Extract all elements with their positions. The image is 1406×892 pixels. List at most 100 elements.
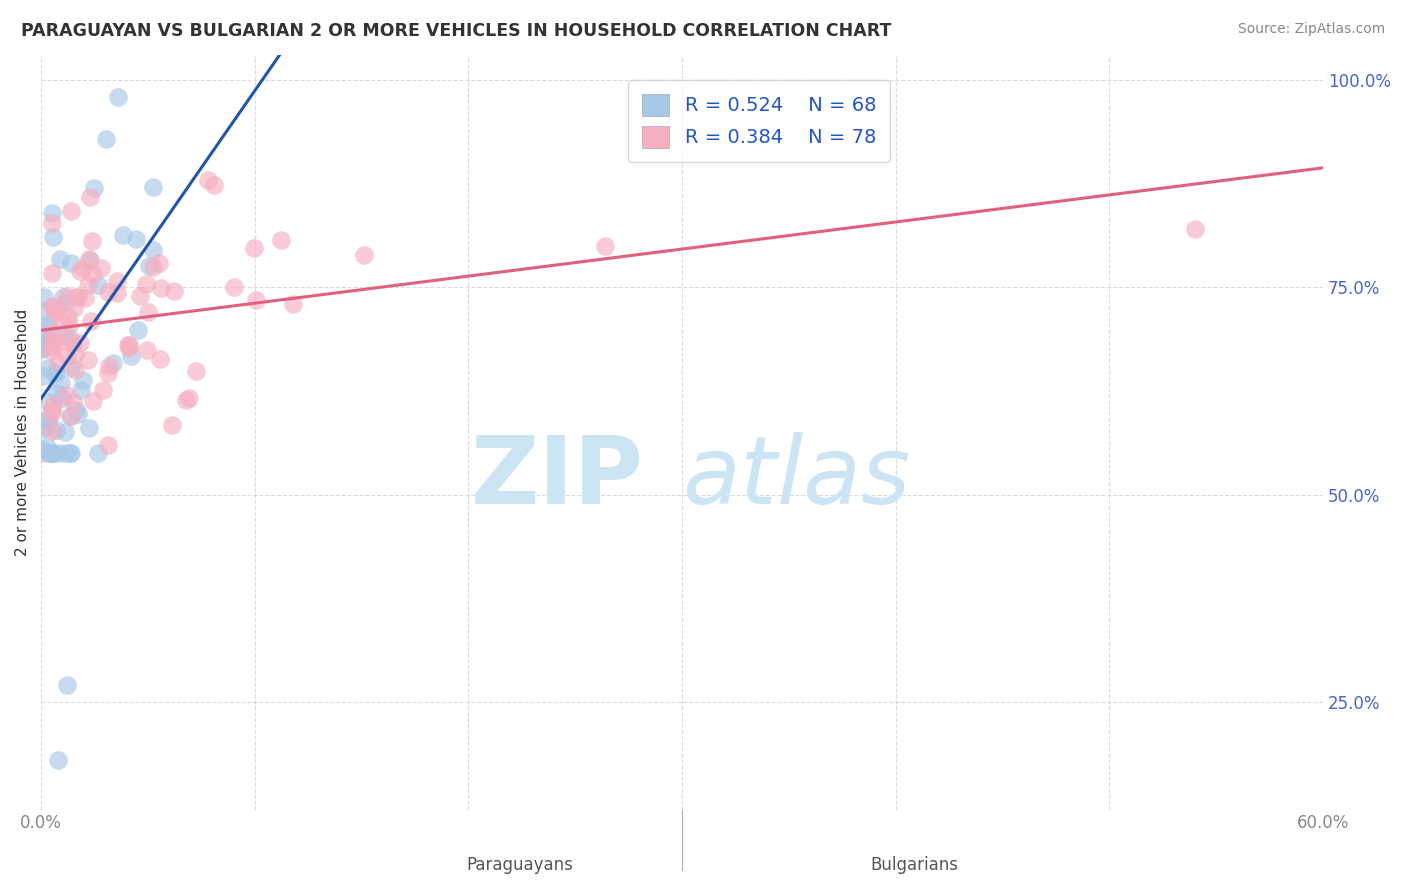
Point — [39, 338, 62, 352]
Point — [80, 234, 103, 248]
Point — [72, 261, 94, 276]
Point — [97, 359, 120, 373]
Point — [97, 366, 120, 380]
Point — [202, 178, 225, 192]
Point — [59, 331, 82, 345]
Point — [67, 408, 90, 422]
Point — [59, 256, 82, 270]
Point — [60, 446, 83, 460]
Point — [120, 349, 142, 363]
Point — [41, 339, 63, 353]
Text: atlas: atlas — [682, 432, 910, 523]
Point — [59, 409, 82, 423]
Point — [31, 342, 53, 356]
Point — [160, 417, 183, 432]
Point — [65, 290, 87, 304]
Point — [79, 253, 101, 268]
Point — [41, 424, 63, 438]
Point — [90, 260, 112, 275]
Point — [77, 421, 100, 435]
Point — [31, 442, 53, 456]
Point — [58, 310, 80, 324]
Point — [353, 248, 375, 262]
Point — [58, 318, 80, 333]
Point — [82, 267, 104, 281]
Point — [222, 279, 245, 293]
Point — [82, 393, 104, 408]
Point — [79, 190, 101, 204]
Point — [41, 300, 63, 314]
Point — [38, 446, 60, 460]
Point — [59, 409, 82, 423]
Point — [65, 402, 87, 417]
Point — [60, 360, 83, 375]
Point — [63, 347, 86, 361]
Y-axis label: 2 or more Vehicles in Household: 2 or more Vehicles in Household — [15, 309, 30, 556]
Point — [125, 232, 148, 246]
Point — [53, 425, 76, 439]
Point — [59, 446, 82, 460]
Point — [37, 335, 59, 350]
Point — [46, 355, 69, 369]
Point — [45, 302, 67, 317]
Point — [31, 446, 53, 460]
Point — [142, 179, 165, 194]
Point — [142, 244, 165, 258]
Point — [55, 387, 77, 401]
Point — [60, 204, 83, 219]
Point — [69, 264, 91, 278]
Point — [39, 446, 62, 460]
Point — [107, 89, 129, 103]
Point — [42, 300, 65, 314]
Point — [53, 326, 76, 341]
Point — [69, 336, 91, 351]
Point — [55, 446, 77, 460]
Point — [174, 392, 197, 407]
Point — [63, 363, 86, 377]
Point — [118, 341, 141, 355]
Point — [41, 446, 63, 460]
Point — [97, 438, 120, 452]
Point — [79, 252, 101, 266]
Point — [42, 446, 65, 460]
Point — [105, 274, 128, 288]
Point — [37, 321, 59, 335]
Point — [32, 368, 55, 383]
Point — [41, 206, 63, 220]
Point — [49, 376, 72, 390]
Point — [35, 332, 58, 346]
Point — [94, 131, 117, 145]
Point — [37, 411, 59, 425]
Point — [42, 334, 65, 349]
Point — [41, 446, 63, 460]
Point — [105, 286, 128, 301]
Point — [148, 256, 170, 270]
Point — [142, 260, 165, 274]
Point — [117, 338, 139, 352]
Point — [270, 233, 292, 247]
Point — [51, 316, 73, 330]
Point — [177, 391, 200, 405]
Point — [197, 173, 219, 187]
Point — [52, 290, 75, 304]
Text: ZIP: ZIP — [471, 432, 644, 524]
Text: Source: ZipAtlas.com: Source: ZipAtlas.com — [1237, 22, 1385, 37]
Point — [56, 349, 79, 363]
Point — [41, 266, 63, 280]
Point — [138, 305, 160, 319]
Point — [55, 289, 77, 303]
Point — [34, 290, 56, 304]
Point — [32, 337, 55, 351]
Point — [51, 391, 73, 405]
Point — [163, 284, 186, 298]
Point — [37, 361, 59, 376]
Point — [53, 294, 76, 309]
Point — [41, 343, 63, 358]
Point — [42, 366, 65, 380]
Point — [44, 336, 66, 351]
Point — [73, 291, 96, 305]
Text: Bulgarians: Bulgarians — [870, 855, 957, 873]
Point — [281, 297, 304, 311]
Point — [41, 216, 63, 230]
Point — [45, 423, 67, 437]
